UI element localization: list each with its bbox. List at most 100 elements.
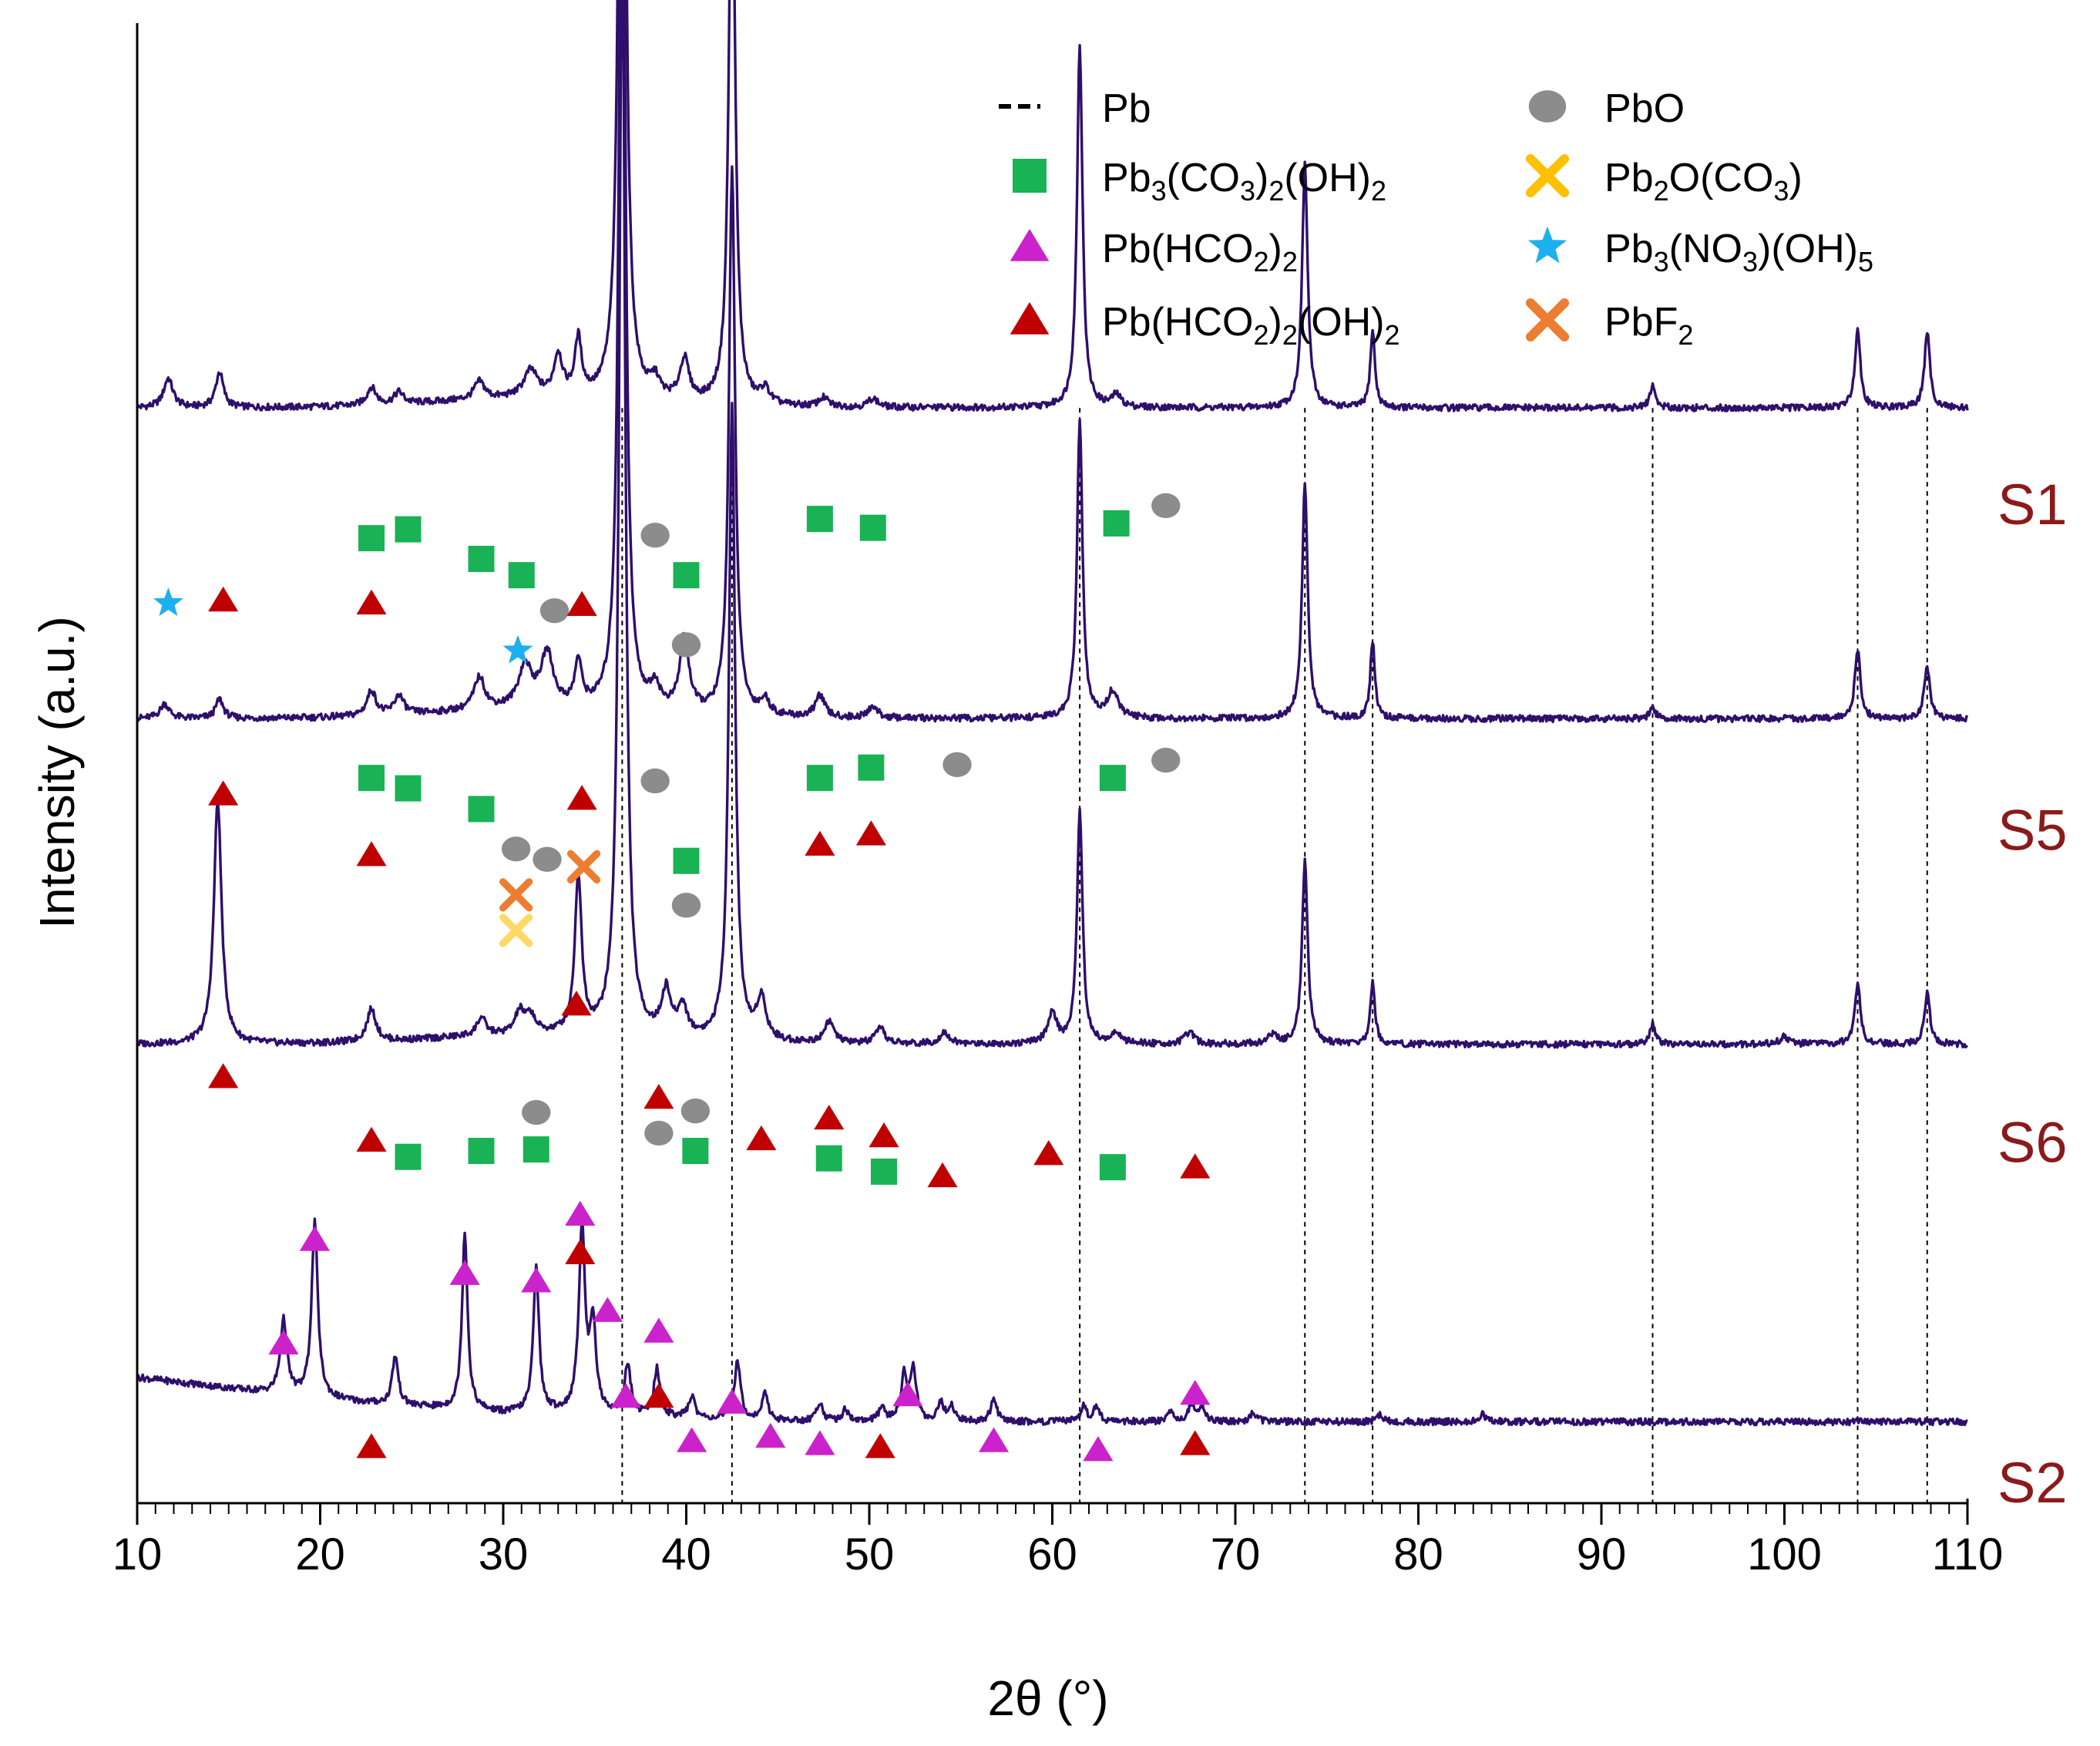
pbo-marker-s5 (640, 768, 670, 794)
xrd-traces (136, 0, 1969, 1427)
legend-item-pb2o-co3: Pb2O(CO3) (1525, 153, 1803, 207)
pb3-co3-2-oh-2-marker-s5 (806, 765, 833, 792)
pb3-co3-2-oh-2-marker-s1 (358, 525, 385, 552)
pb3-no3-oh-5-marker-s1 (153, 587, 183, 617)
pbo-marker-s6 (644, 1120, 674, 1146)
trace-s5 (136, 0, 1969, 724)
pb-reference-lines (621, 408, 1928, 1503)
pb-hco2-2-oh-2-marker-s2 (565, 1239, 596, 1264)
legend-label-pbo: PbO (1604, 86, 1685, 131)
pb-hco2-2-oh-2-marker-s6 (814, 1104, 845, 1130)
pb3-co3-2-oh-2-marker-s1 (395, 516, 422, 543)
legend-marker-pb3-co3-2-oh-2 (1013, 159, 1047, 193)
pb3-co3-2-oh-2-marker-s6 (468, 1138, 495, 1165)
legend-label-pb3-no3-oh-5: Pb3(NO3)(OH)5 (1604, 227, 1873, 278)
pb3-co3-2-oh-2-marker-s1 (806, 506, 833, 533)
pb3-co3-2-oh-2-marker-s6 (522, 1136, 549, 1163)
legend-marker-pb3-no3-oh-5 (1527, 226, 1567, 264)
pb-hco2-2-oh-2-marker-s6 (869, 1122, 899, 1148)
legend-label-pb-hco2-2-oh-2: Pb(HCO2)2(OH)2 (1102, 300, 1400, 351)
pb-hco2-2-marker-s2 (521, 1267, 552, 1293)
pbo-marker-s1 (671, 632, 701, 658)
phase-markers (153, 493, 1211, 1462)
pb-hco2-2-oh-2-marker-s6 (643, 1084, 674, 1109)
sample-label-s2: S2 (1998, 1451, 2068, 1515)
pb-hco2-2-oh-2-marker-s5 (855, 820, 886, 846)
x-tick-label: 80 (1393, 1529, 1443, 1579)
legend-marker-pb-hco2-2 (1010, 228, 1050, 261)
pb-hco2-2-oh-2-marker-s6 (561, 991, 592, 1016)
pb-hco2-2-oh-2-marker-s5 (566, 785, 597, 810)
sample-label-s1: S1 (1998, 473, 2068, 537)
pbf2-marker-s5 (499, 878, 533, 912)
pbo-marker-s5 (533, 846, 562, 872)
pb-hco2-2-oh-2-marker-s6 (746, 1125, 777, 1151)
pb-hco2-2-oh-2-marker-s1 (208, 586, 239, 612)
legend-label-pb: Pb (1102, 86, 1151, 131)
legend-item-pb3-co3-2-oh-2: Pb3(CO3)2(OH)2 (1013, 156, 1386, 207)
legend-item-pbf2: PbF2 (1525, 298, 1693, 351)
pb3-co3-2-oh-2-marker-s5 (1099, 765, 1126, 792)
legend-label-pb2o-co3: Pb2O(CO3) (1604, 156, 1803, 207)
x-axis-label: 2θ (°) (987, 1670, 1108, 1726)
pb-hco2-2-marker-s2 (1180, 1380, 1211, 1405)
pb3-co3-2-oh-2-marker-s5 (468, 796, 495, 823)
pb3-co3-2-oh-2-marker-s5 (858, 754, 885, 781)
pb3-co3-2-oh-2-marker-s5 (673, 847, 700, 874)
axes: 10 20 30 40 50 60 70 80 90 100 110 (113, 23, 2003, 1579)
pbf2-marker-s5 (566, 849, 601, 884)
pb-hco2-2-marker-s2 (268, 1329, 299, 1355)
pbo-marker-s5 (501, 836, 531, 862)
x-tick-label: 20 (295, 1529, 345, 1579)
pb3-no3-oh-5-marker-s1 (502, 634, 533, 664)
pbo-marker-s1 (1151, 493, 1181, 519)
legend-item-pbo: PbO (1528, 86, 1685, 131)
x-tick-label: 100 (1747, 1529, 1822, 1579)
pbo-marker-s5 (671, 893, 701, 918)
legend-item-pb-hco2-2: Pb(HCO2)2 (1010, 227, 1298, 278)
pbo-marker-s5 (942, 752, 972, 778)
pb-hco2-2-marker-s2 (755, 1422, 786, 1448)
pb-hco2-2-oh-2-marker-s2 (356, 1433, 387, 1458)
legend: Pb Pb3(CO3)2(OH)2 Pb(HCO2)2 Pb(HCO2)2(OH)2 P… (999, 86, 1873, 351)
pb3-co3-2-oh-2-marker-s6 (395, 1143, 422, 1170)
x-tick-label: 90 (1577, 1529, 1627, 1579)
pb3-co3-2-oh-2-marker-s6 (871, 1158, 897, 1185)
pb-hco2-2-marker-s2 (677, 1427, 707, 1452)
pb-hco2-2-oh-2-marker-s6 (927, 1162, 958, 1188)
legend-label-pb-hco2-2: Pb(HCO2)2 (1102, 227, 1298, 278)
legend-item-pb3-no3-oh-5: Pb3(NO3)(OH)5 (1527, 226, 1873, 278)
pb3-co3-2-oh-2-marker-s5 (358, 765, 385, 792)
x-tick-label: 110 (1932, 1529, 2003, 1579)
pb-hco2-2-oh-2-marker-s2 (865, 1433, 895, 1458)
pbo-marker-s1 (539, 598, 570, 624)
x-tick-label: 40 (661, 1529, 711, 1579)
pb3-co3-2-oh-2-marker-s6 (815, 1145, 842, 1172)
pb-hco2-2-oh-2-marker-s1 (356, 589, 387, 615)
pb-hco2-2-oh-2-marker-s5 (356, 841, 387, 866)
sample-label-s6: S6 (1998, 1111, 2068, 1175)
x-tick-label: 70 (1211, 1529, 1261, 1579)
pb-hco2-2-marker-s2 (565, 1200, 596, 1226)
legend-label-pbf2: PbF2 (1604, 300, 1693, 351)
pb3-co3-2-oh-2-marker-s1 (1103, 510, 1130, 537)
pb3-co3-2-oh-2-marker-s1 (508, 562, 535, 589)
pb3-co3-2-oh-2-marker-s5 (395, 775, 422, 802)
pb-hco2-2-marker-s2 (717, 1388, 748, 1414)
pb3-co3-2-oh-2-marker-s1 (468, 546, 495, 573)
pb3-co3-2-oh-2-marker-s1 (859, 514, 886, 541)
x-tick-label: 10 (113, 1529, 163, 1579)
pb-hco2-2-marker-s2 (643, 1317, 674, 1343)
pb-hco2-2-oh-2-marker-s6 (1180, 1153, 1211, 1179)
legend-marker-pbf2 (1525, 298, 1570, 342)
pb-hco2-2-marker-s2 (978, 1427, 1010, 1452)
sample-label-s5: S5 (1998, 798, 2068, 862)
pb-hco2-2-oh-2-marker-s5 (805, 830, 835, 856)
pb-hco2-2-oh-2-marker-s5 (208, 780, 239, 806)
legend-item-pb: Pb (999, 86, 1151, 131)
pb-hco2-2-marker-s2 (449, 1260, 480, 1285)
pbo-marker-s6 (522, 1099, 551, 1125)
pb-hco2-2-marker-s2 (299, 1226, 330, 1251)
